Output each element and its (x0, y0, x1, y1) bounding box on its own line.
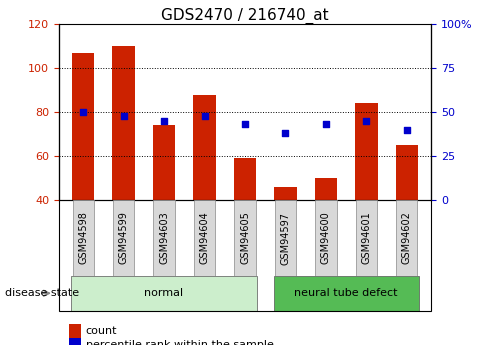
Bar (194, 95, 216, 200)
Bar (72, 53, 94, 200)
Point (120, 113, 127, 118)
Text: GSM94602: GSM94602 (402, 211, 412, 265)
Point (322, 122, 330, 127)
Text: GSM94599: GSM94599 (119, 211, 128, 265)
Bar (194, 200, 215, 276)
Text: GSM94600: GSM94600 (321, 212, 331, 264)
Bar (153, 200, 174, 276)
Bar (396, 200, 417, 276)
Point (403, 127, 411, 132)
Text: GSM94601: GSM94601 (362, 212, 371, 264)
Text: GSM94598: GSM94598 (78, 211, 88, 265)
Text: GSM94605: GSM94605 (240, 211, 250, 265)
Text: count: count (86, 326, 117, 336)
Point (241, 122, 249, 127)
Bar (73, 200, 94, 276)
Bar (396, 145, 418, 200)
Text: GSM94603: GSM94603 (159, 212, 169, 264)
Bar (113, 200, 134, 276)
Point (200, 113, 208, 118)
Text: percentile rank within the sample: percentile rank within the sample (86, 340, 273, 345)
Bar (273, 276, 419, 310)
Bar (234, 200, 256, 276)
Bar (274, 187, 296, 200)
Point (363, 118, 370, 124)
Bar (234, 158, 256, 200)
Point (282, 130, 290, 136)
Point (160, 118, 168, 124)
Text: normal: normal (145, 288, 184, 298)
Text: disease state: disease state (5, 288, 79, 298)
Bar (355, 104, 378, 200)
Text: neural tube defect: neural tube defect (294, 288, 398, 298)
Bar (112, 46, 135, 200)
Bar (356, 200, 377, 276)
Bar (153, 125, 175, 200)
Text: GSM94604: GSM94604 (199, 212, 210, 264)
Title: GDS2470 / 216740_at: GDS2470 / 216740_at (161, 8, 329, 24)
Bar (315, 178, 337, 200)
Bar (275, 200, 296, 276)
Bar (316, 200, 337, 276)
Text: GSM94597: GSM94597 (280, 211, 291, 265)
Bar (71, 276, 257, 310)
Point (79, 109, 87, 115)
